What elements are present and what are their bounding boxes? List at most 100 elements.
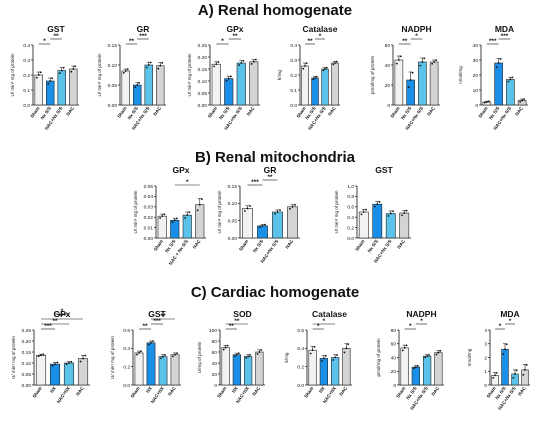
y-tick-label: 40: [385, 63, 391, 69]
data-point: [49, 80, 52, 82]
significance-label: *: [499, 323, 502, 330]
bar-nx-s-s: [494, 62, 503, 106]
data-point: [74, 65, 77, 68]
y-tick-label: 80: [212, 339, 218, 345]
significance-label: **: [267, 174, 273, 181]
panel-title: GST: [375, 165, 393, 175]
y-tick-label: 0.2: [23, 73, 30, 79]
data-point: [305, 62, 308, 65]
section-title-cardiac-homogenate: C) Cardiac homogenate: [190, 284, 360, 301]
bar-sham: [308, 349, 317, 386]
data-point: [70, 360, 73, 363]
data-point: [65, 363, 68, 366]
data-point: [519, 100, 522, 103]
data-point: [56, 361, 59, 364]
data-point: [260, 349, 263, 351]
bar-nac: [521, 369, 529, 386]
data-point: [51, 77, 54, 80]
data-point: [294, 204, 296, 206]
data-point: [401, 349, 404, 352]
data-point: [428, 353, 430, 356]
y-tick-label: 0.15: [22, 350, 32, 356]
data-point: [244, 210, 246, 212]
significance-label: ***: [44, 323, 52, 330]
y-tick-label: 0: [475, 103, 478, 109]
data-point: [229, 75, 232, 78]
panel-title: NADPH: [401, 24, 431, 34]
y-tick-label: 0: [214, 383, 217, 389]
data-point: [254, 58, 257, 61]
data-point: [42, 353, 45, 356]
data-point: [242, 59, 245, 62]
data-point: [332, 63, 335, 66]
data-point: [224, 346, 227, 349]
x-tick-label: NAC: [65, 105, 75, 117]
y-tick-label: 0.0: [297, 383, 304, 389]
data-point: [162, 355, 164, 358]
significance-label: **: [52, 318, 58, 325]
y-axis-label: nmol/mg: [458, 66, 463, 84]
data-point: [334, 356, 337, 359]
bar-nac-nx-s-s: [57, 70, 66, 106]
data-point: [147, 64, 150, 66]
data-point: [343, 351, 346, 354]
panel-title: GR: [137, 24, 150, 34]
data-point: [58, 72, 61, 75]
data-point: [161, 62, 164, 64]
y-axis-label: U/ min¹ mg of protein: [10, 53, 15, 96]
y-axis-label: pmol/mg of protein: [376, 338, 381, 376]
panel-c-gst: GST 0.0 0.2 0.4 0.6 U/ min¹ mg of protein Sham…: [110, 309, 181, 404]
data-point: [171, 221, 174, 224]
x-tick-label: NAC+NX: [150, 385, 166, 404]
x-tick-label: NAC+NX: [56, 385, 72, 404]
bar-sham: [491, 375, 499, 386]
bar-nx-s-s: [257, 225, 268, 239]
y-tick-label: 0.1: [290, 88, 297, 94]
significance-label: **: [129, 38, 135, 45]
data-point: [437, 351, 440, 354]
significance-label: **: [307, 38, 313, 45]
panel-title: Catalase: [312, 309, 347, 319]
x-tick-label: Sham: [477, 106, 488, 119]
data-point: [507, 80, 510, 83]
bar-nx-s-s: [133, 84, 142, 106]
panel-title: GPx: [172, 165, 189, 175]
data-point: [407, 86, 410, 89]
data-point: [225, 79, 228, 82]
bar-sham: [394, 59, 404, 106]
bar-nx-s-s: [46, 80, 55, 106]
data-point: [54, 363, 56, 365]
data-point: [426, 355, 429, 358]
bar-nac: [399, 212, 410, 239]
bar-nac: [342, 348, 351, 386]
data-point: [37, 355, 40, 358]
x-tick-label: Sham: [486, 386, 497, 399]
data-point: [315, 75, 318, 78]
bar-nac: [434, 352, 443, 386]
data-point: [174, 353, 176, 356]
bar-sham: [221, 347, 230, 386]
y-tick-label: 0.25: [198, 43, 208, 49]
y-tick-label: 0.00: [228, 236, 238, 242]
y-tick-label: 60: [212, 350, 218, 356]
data-point: [247, 355, 250, 358]
x-tick-label: Sham: [29, 106, 40, 119]
y-axis-label: U/ min¹ mg of protein: [97, 53, 102, 96]
data-point: [365, 208, 367, 211]
x-tick-label: NX: [231, 385, 239, 394]
x-tick-label: NAC: [246, 105, 256, 117]
y-tick-label: 0.10: [198, 79, 208, 85]
data-point: [397, 59, 400, 61]
data-point: [360, 213, 363, 216]
y-tick-label: 0.05: [228, 218, 238, 224]
data-point: [334, 62, 336, 64]
x-tick-label: NAC: [75, 385, 85, 397]
y-tick-label: 1: [484, 369, 487, 375]
data-point: [176, 352, 178, 354]
y-tick-label: 0.8: [347, 194, 354, 200]
data-point: [172, 355, 174, 358]
data-point: [276, 211, 279, 213]
